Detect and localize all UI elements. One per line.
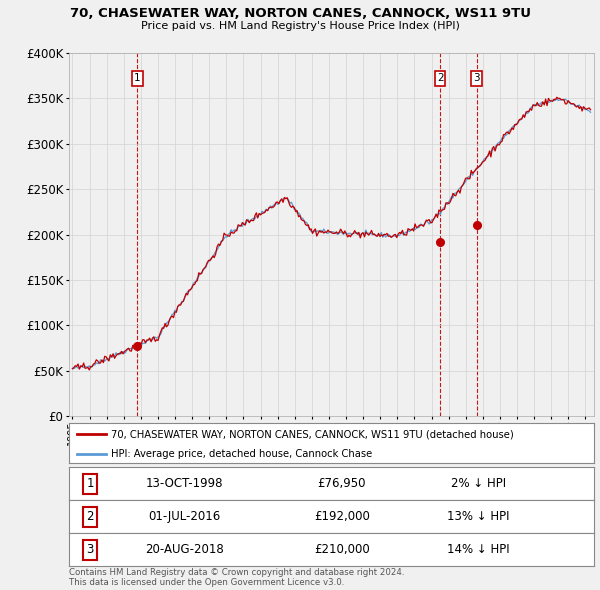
Text: Contains HM Land Registry data © Crown copyright and database right 2024.
This d: Contains HM Land Registry data © Crown c… [69, 568, 404, 587]
Text: 1: 1 [86, 477, 94, 490]
Text: 2: 2 [437, 74, 443, 84]
Text: 13% ↓ HPI: 13% ↓ HPI [447, 510, 510, 523]
Text: £192,000: £192,000 [314, 510, 370, 523]
Text: 70, CHASEWATER WAY, NORTON CANES, CANNOCK, WS11 9TU (detached house): 70, CHASEWATER WAY, NORTON CANES, CANNOC… [111, 430, 514, 440]
Text: 2: 2 [86, 510, 94, 523]
Text: 20-AUG-2018: 20-AUG-2018 [145, 543, 224, 556]
Text: 70, CHASEWATER WAY, NORTON CANES, CANNOCK, WS11 9TU: 70, CHASEWATER WAY, NORTON CANES, CANNOC… [70, 7, 530, 20]
Text: 3: 3 [86, 543, 94, 556]
Text: HPI: Average price, detached house, Cannock Chase: HPI: Average price, detached house, Cann… [111, 450, 372, 460]
Text: 2% ↓ HPI: 2% ↓ HPI [451, 477, 506, 490]
Text: Price paid vs. HM Land Registry's House Price Index (HPI): Price paid vs. HM Land Registry's House … [140, 21, 460, 31]
Text: £76,950: £76,950 [318, 477, 366, 490]
Text: £210,000: £210,000 [314, 543, 370, 556]
Text: 1: 1 [134, 74, 140, 84]
Text: 13-OCT-1998: 13-OCT-1998 [146, 477, 223, 490]
Text: 01-JUL-2016: 01-JUL-2016 [148, 510, 221, 523]
Text: 14% ↓ HPI: 14% ↓ HPI [447, 543, 510, 556]
Text: 3: 3 [473, 74, 480, 84]
